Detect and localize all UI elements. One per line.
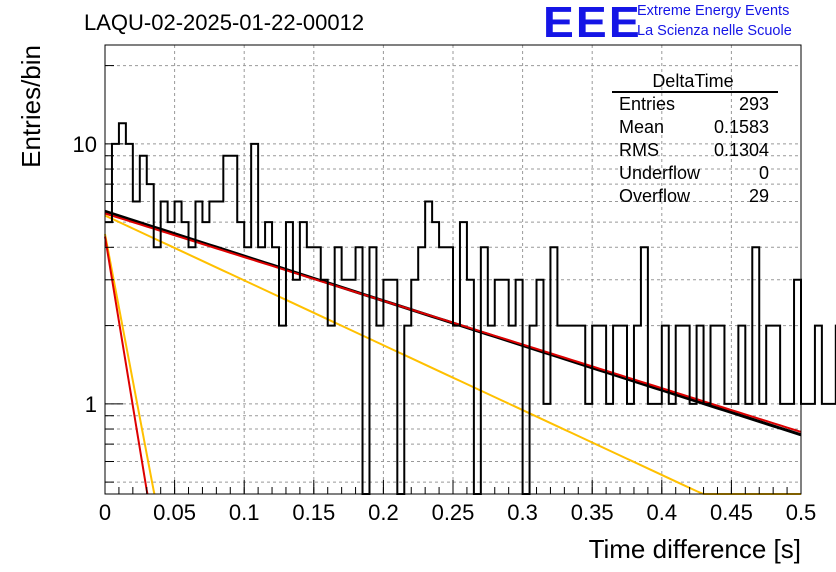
fit-curve [104,214,801,495]
x-tick-label: 0.05 [153,500,196,525]
x-tick-label: 0.4 [647,500,678,525]
fit-curve [104,233,156,495]
x-tick-label: 0.1 [229,500,260,525]
stats-label: Mean [619,117,664,137]
logo-line-2: La Scienza nelle Scuole [637,23,792,39]
y-tick-label: 10 [73,132,97,157]
x-tick-label: 0.3 [507,500,538,525]
x-tick-label: 0.25 [432,500,475,525]
x-tick-label: 0.45 [710,500,753,525]
stats-value: 0.1304 [714,140,769,160]
stats-label: RMS [619,140,659,160]
stats-title: DeltaTime [652,71,733,91]
stats-value: 29 [749,186,769,206]
x-tick-label: 0.2 [368,500,399,525]
logo-line-1: Extreme Energy Events [637,3,790,19]
x-tick-label: 0.5 [786,500,817,525]
stats-value: 293 [739,94,769,114]
stats-label: Entries [619,94,675,114]
histogram-bars [105,122,836,495]
y-tick-label: 1 [85,392,97,417]
x-tick-label: 0.15 [292,500,335,525]
fit-curve [104,236,149,495]
x-tick-label: 0 [99,500,111,525]
eee-logo: EEE [543,0,642,47]
x-tick-label: 0.35 [571,500,614,525]
stats-label: Underflow [619,163,701,183]
x-axis-label: Time difference [s] [589,534,801,564]
stats-value: 0 [759,163,769,183]
stats-value: 0.1583 [714,117,769,137]
stats-label: Overflow [619,186,691,206]
plot-title: LAQU-02-2025-01-22-00012 [84,10,365,35]
y-axis-label: Entries/bin [16,45,46,168]
